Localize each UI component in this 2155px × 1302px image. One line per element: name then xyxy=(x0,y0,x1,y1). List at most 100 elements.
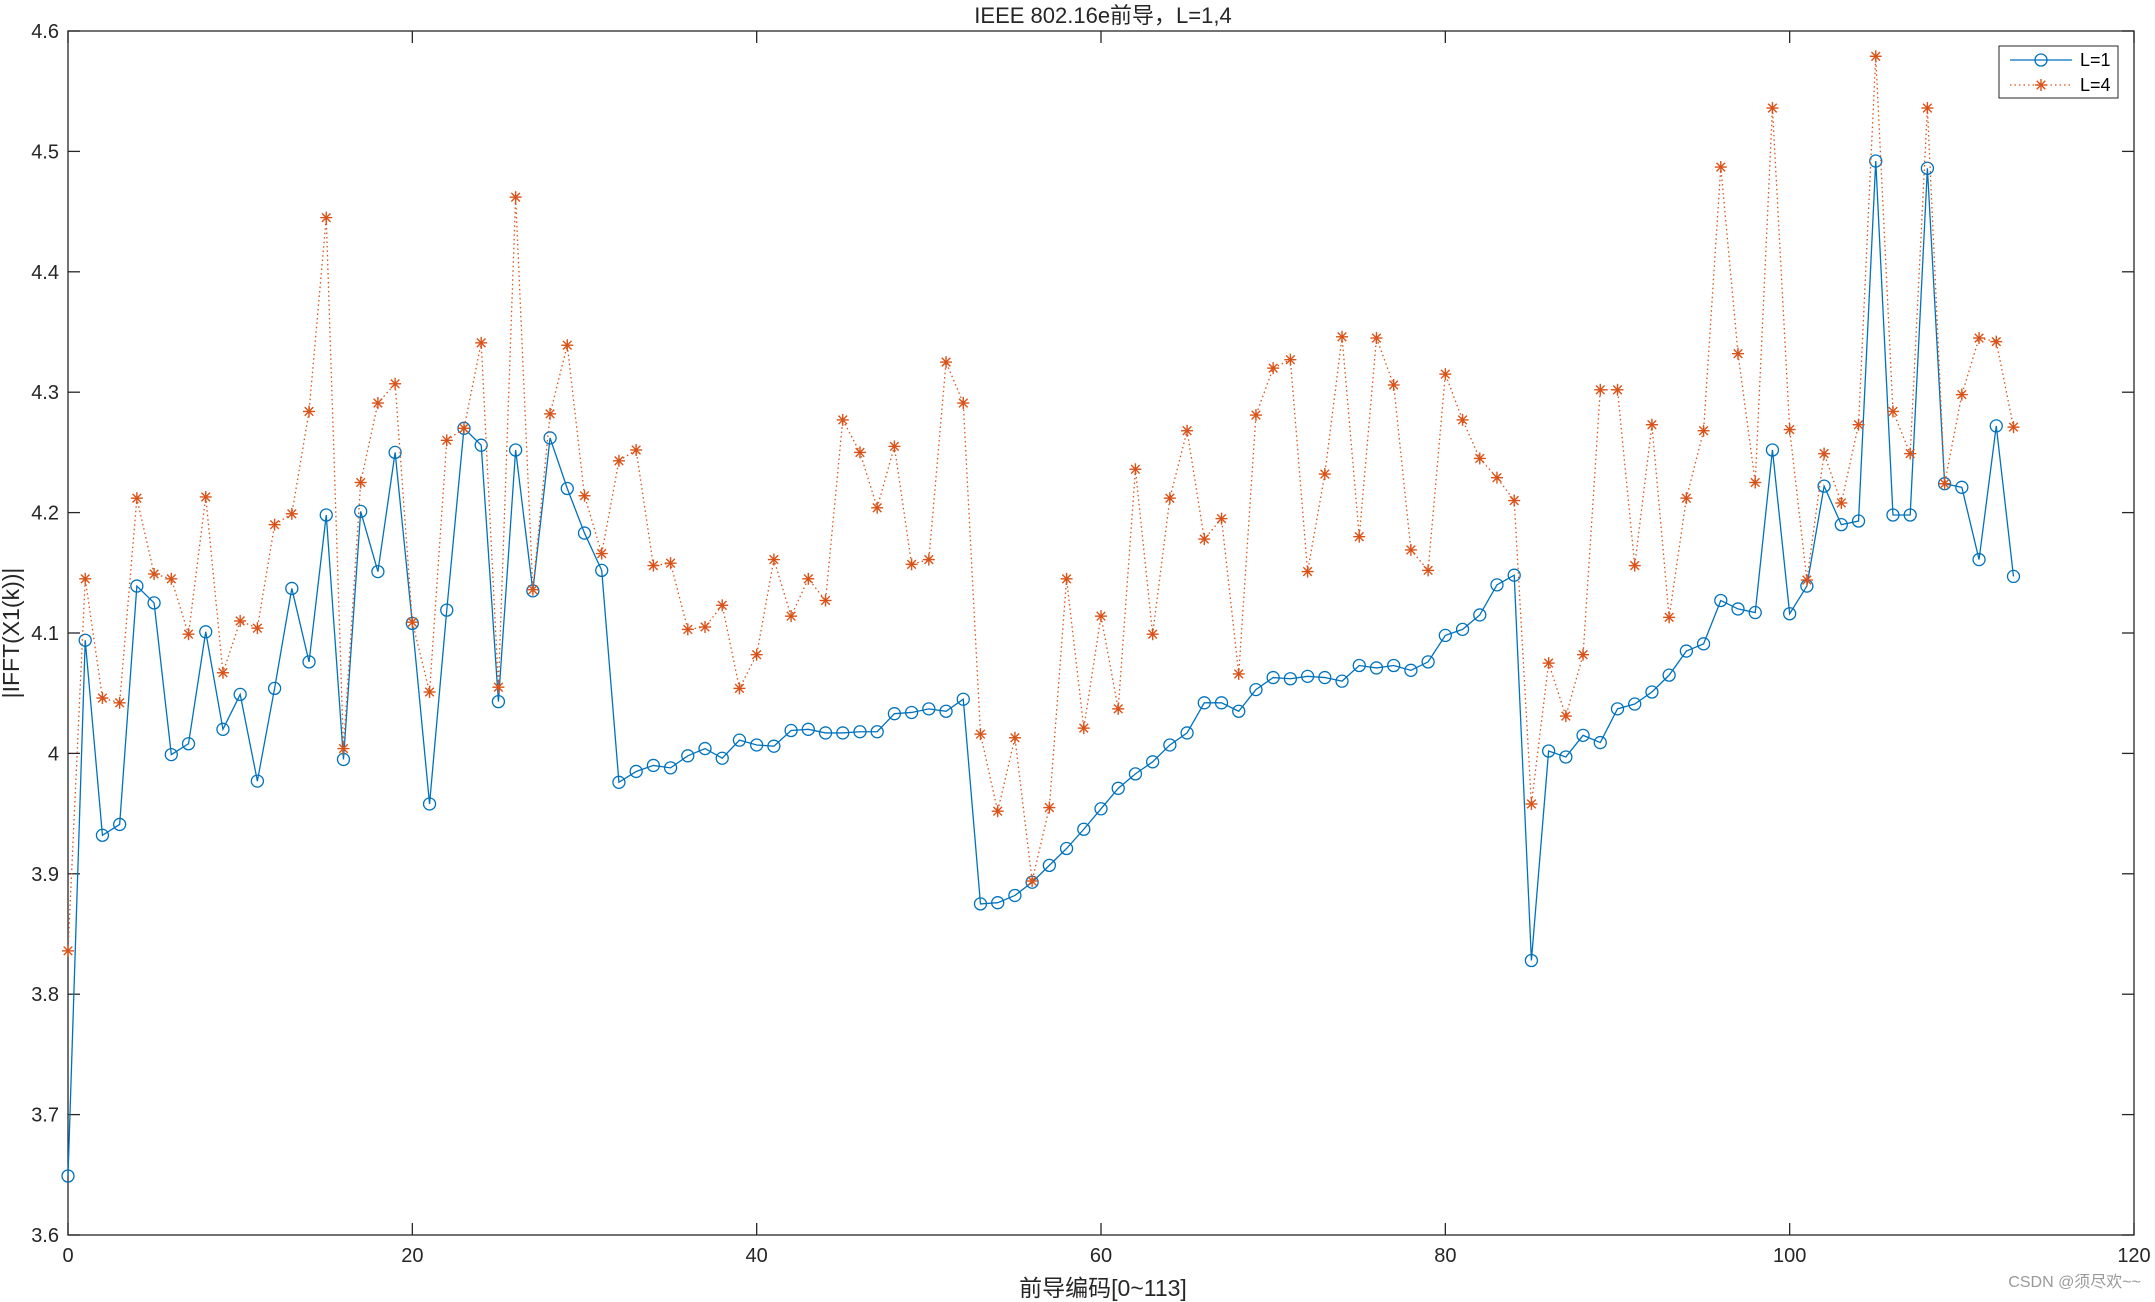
data-point xyxy=(1008,888,1022,903)
data-point xyxy=(1990,335,2003,348)
data-point xyxy=(1783,607,1797,621)
data-point xyxy=(1904,447,1917,460)
data-point xyxy=(1111,781,1125,795)
data-point xyxy=(1938,477,1951,490)
data-point xyxy=(1060,572,1073,585)
x-axis-ticks: 0 20 40 60 80 100 120 xyxy=(62,31,2151,1267)
data-point xyxy=(1783,423,1796,436)
data-point xyxy=(1732,347,1745,360)
y-tick-label: 3.7 xyxy=(31,1105,59,1127)
data-point xyxy=(612,775,626,789)
data-point xyxy=(802,572,815,585)
data-point xyxy=(560,481,574,496)
data-point xyxy=(698,741,712,756)
series-line xyxy=(67,56,2015,951)
data-point xyxy=(974,728,987,741)
legend-box xyxy=(1998,45,2119,99)
data-point xyxy=(1559,750,1573,764)
data-point xyxy=(1112,702,1125,715)
data-point xyxy=(1336,330,1349,343)
data-point xyxy=(319,508,333,522)
data-point xyxy=(371,564,385,579)
watermark: CSDN @须尽欢~~ xyxy=(2008,1274,2141,1291)
data-point xyxy=(1662,668,1676,682)
data-point xyxy=(1232,704,1246,718)
data-point xyxy=(1525,797,1538,810)
data-point xyxy=(1886,405,1899,418)
data-point xyxy=(1628,559,1641,572)
data-point xyxy=(1714,161,1727,174)
series-line xyxy=(67,160,2015,1177)
data-point xyxy=(888,440,901,453)
plot-area xyxy=(67,30,2135,1236)
data-point xyxy=(1490,578,1504,592)
y-axis-label: |IFFT(X1(k))| xyxy=(0,568,24,699)
data-point xyxy=(1869,154,1883,168)
data-point xyxy=(1818,447,1831,460)
y-tick-label: 4.1 xyxy=(31,623,59,645)
series-l4 xyxy=(62,50,2020,957)
x-tick-label: 40 xyxy=(746,1245,768,1267)
data-point xyxy=(216,666,229,679)
data-point xyxy=(354,476,367,489)
data-point xyxy=(1422,564,1435,577)
data-point xyxy=(199,490,212,503)
data-point xyxy=(1507,568,1521,582)
data-point xyxy=(1181,424,1194,437)
data-point xyxy=(113,817,127,832)
data-point xyxy=(1404,663,1418,677)
data-point xyxy=(406,616,419,629)
data-point xyxy=(1249,409,1262,422)
data-point xyxy=(457,422,470,435)
data-point xyxy=(1886,508,1900,522)
data-point xyxy=(1059,841,1074,856)
data-point xyxy=(1765,443,1780,457)
data-point xyxy=(647,559,660,572)
data-point xyxy=(1249,682,1263,697)
data-point xyxy=(1697,424,1710,437)
data-point xyxy=(78,633,92,647)
data-point xyxy=(147,596,161,610)
data-point xyxy=(1129,463,1142,476)
data-point xyxy=(1163,738,1177,752)
data-point xyxy=(1283,672,1298,686)
data-point xyxy=(1610,702,1625,716)
chart-title: IEEE 802.16e前导，L=1,4 xyxy=(974,3,1231,28)
y-tick-label: 3.8 xyxy=(31,984,59,1006)
data-point xyxy=(182,628,195,641)
data-point xyxy=(440,603,454,617)
data-point xyxy=(630,443,643,456)
data-point xyxy=(1197,696,1211,710)
data-point xyxy=(922,702,936,716)
data-point xyxy=(371,397,384,410)
legend-label-l4: L=4 xyxy=(2080,75,2111,95)
data-point xyxy=(250,774,265,788)
data-point xyxy=(543,431,557,445)
data-point xyxy=(1869,50,1882,63)
data-point xyxy=(785,610,798,623)
data-point xyxy=(1284,353,1297,366)
data-point xyxy=(1335,674,1349,688)
data-point xyxy=(904,705,919,720)
data-point xyxy=(1955,480,1969,494)
data-point xyxy=(1232,667,1245,680)
data-point xyxy=(79,572,92,585)
data-point xyxy=(1163,492,1176,505)
data-point xyxy=(1852,418,1865,431)
data-point xyxy=(1835,496,1848,509)
data-point xyxy=(818,726,833,740)
data-point xyxy=(164,747,178,762)
data-point xyxy=(1214,696,1229,710)
legend-marker-l4 xyxy=(2035,79,2047,91)
y-tick-label: 3.9 xyxy=(31,864,59,886)
y-tick-label: 4.3 xyxy=(31,382,59,404)
data-point xyxy=(1318,468,1331,481)
y-tick-label: 4.5 xyxy=(31,141,59,163)
data-point xyxy=(354,504,368,519)
data-point xyxy=(1696,637,1711,651)
data-point xyxy=(268,518,281,531)
data-point xyxy=(1370,332,1383,345)
data-point xyxy=(663,761,678,775)
data-point xyxy=(1645,418,1658,431)
data-point xyxy=(1318,670,1332,685)
